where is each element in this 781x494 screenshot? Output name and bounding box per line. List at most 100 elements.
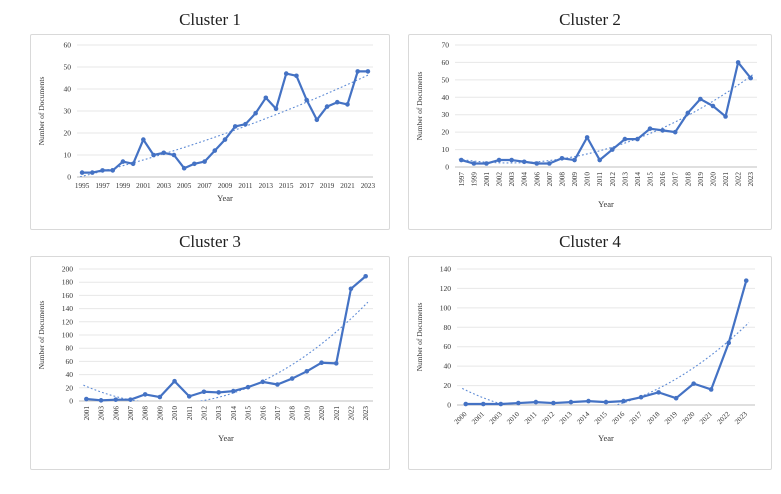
svg-text:40: 40 [444, 362, 452, 371]
x-axis-title: Year [598, 199, 614, 209]
trend-line [458, 73, 754, 164]
svg-text:2012: 2012 [200, 406, 208, 421]
chart-title: Cluster 2 [559, 10, 621, 29]
y-axis-title: Number of Documents [37, 77, 46, 146]
svg-text:2020: 2020 [681, 410, 697, 426]
svg-text:1995: 1995 [75, 182, 90, 190]
trend-line [462, 322, 750, 405]
svg-text:2015: 2015 [647, 172, 655, 187]
svg-text:2001: 2001 [483, 172, 491, 187]
svg-text:2018: 2018 [684, 172, 692, 187]
svg-text:10: 10 [64, 151, 72, 160]
x-axis-tick-labels: 1995 1997 1999 2001 2003 2005 2007 2009 2011 2013… [75, 182, 376, 190]
svg-text:2008: 2008 [142, 406, 150, 421]
svg-text:120: 120 [440, 284, 452, 293]
svg-text:2020: 2020 [709, 172, 717, 187]
svg-text:0: 0 [67, 173, 71, 182]
svg-text:2014: 2014 [230, 406, 238, 421]
svg-text:200: 200 [62, 265, 74, 274]
svg-text:80: 80 [444, 323, 452, 332]
data-line [460, 61, 752, 165]
svg-text:60: 60 [64, 41, 72, 50]
data-point-markers [458, 60, 754, 166]
svg-text:2018: 2018 [289, 406, 297, 421]
svg-text:2007: 2007 [197, 182, 212, 190]
svg-text:2006: 2006 [112, 406, 120, 421]
svg-text:2013: 2013 [558, 410, 574, 426]
svg-text:160: 160 [62, 291, 74, 300]
svg-text:40: 40 [442, 93, 450, 102]
gridlines [79, 268, 373, 389]
svg-text:50: 50 [442, 75, 450, 84]
svg-text:60: 60 [442, 58, 450, 67]
svg-text:2003: 2003 [98, 406, 106, 421]
svg-text:2014: 2014 [634, 172, 642, 187]
svg-text:2009: 2009 [571, 172, 579, 187]
svg-text:20: 20 [442, 128, 450, 137]
y-axis-tick-labels: 0 10 20 30 40 50 60 [64, 41, 72, 182]
svg-text:2017: 2017 [628, 410, 644, 426]
svg-text:2023: 2023 [733, 410, 749, 426]
gridlines [457, 268, 755, 387]
svg-text:30: 30 [442, 110, 450, 119]
svg-text:2017: 2017 [274, 406, 282, 421]
chart-panel-cluster-1: Cluster 1 0 10 20 30 40 50 60 1995 1997 1999 2001 2… [30, 8, 390, 230]
chart-title: Cluster 1 [179, 10, 241, 29]
svg-text:2003: 2003 [508, 172, 516, 187]
svg-text:2007: 2007 [127, 406, 135, 421]
y-axis-tick-labels: 0 20 40 60 80 100 120 140 160 180 200 [62, 265, 74, 406]
x-axis-tick-labels: 2001 2003 2006 2007 2008 2009 2010 2011 2012 2013… [83, 406, 370, 421]
x-axis-title: Year [598, 433, 614, 443]
svg-text:50: 50 [64, 63, 72, 72]
svg-text:2013: 2013 [259, 182, 274, 190]
svg-text:2006: 2006 [533, 172, 541, 187]
svg-text:10: 10 [442, 145, 450, 154]
y-axis-tick-labels: 0 10 20 30 40 50 60 70 [442, 41, 450, 172]
svg-text:2001: 2001 [470, 410, 486, 426]
svg-text:2002: 2002 [496, 172, 504, 187]
data-line [80, 70, 369, 174]
svg-text:0: 0 [447, 401, 451, 410]
svg-text:0: 0 [445, 163, 449, 172]
svg-text:2010: 2010 [584, 172, 592, 187]
svg-text:2019: 2019 [663, 410, 679, 426]
svg-text:2005: 2005 [177, 182, 192, 190]
svg-text:0: 0 [69, 397, 73, 406]
data-point-markers [79, 69, 371, 175]
svg-text:2021: 2021 [340, 182, 355, 190]
trend-line [83, 301, 369, 401]
svg-text:2012: 2012 [540, 410, 556, 426]
data-line [85, 275, 367, 402]
svg-text:2019: 2019 [320, 182, 335, 190]
svg-text:140: 140 [62, 304, 74, 313]
svg-text:140: 140 [440, 265, 452, 274]
x-axis-tick-labels: 2000 2001 2003 2010 2011 2012 2013 2014 2015 2016… [453, 410, 750, 426]
chart-title: Cluster 4 [559, 232, 621, 251]
svg-text:2020: 2020 [318, 406, 326, 421]
chart-plot-box: 0 10 20 30 40 50 60 1995 1997 1999 2001 2003 2005 200… [30, 34, 390, 230]
chart-plot-box: 0 20 40 60 80 100 120 140 2000 2001 2003 2010 2011 20… [408, 256, 772, 470]
x-axis-title: Year [217, 193, 233, 203]
svg-text:1997: 1997 [95, 182, 110, 190]
svg-text:2008: 2008 [558, 172, 566, 187]
svg-text:2023: 2023 [361, 182, 376, 190]
chart-panel-cluster-4: Cluster 4 0 20 40 60 80 100 120 140 2000 2001 2003… [408, 230, 772, 470]
y-axis-title: Number of Documents [37, 301, 46, 370]
svg-text:1999: 1999 [470, 172, 478, 187]
chart-plot-box: 0 10 20 30 40 50 60 70 1997 1999 2001 2002 2003 2004 2… [408, 34, 772, 230]
svg-text:70: 70 [442, 41, 450, 50]
svg-text:2021: 2021 [698, 410, 714, 426]
svg-text:2022: 2022 [735, 172, 743, 187]
svg-text:20: 20 [64, 129, 72, 138]
svg-text:1997: 1997 [458, 172, 466, 187]
svg-text:2001: 2001 [83, 406, 91, 421]
svg-text:2014: 2014 [575, 410, 591, 426]
svg-text:60: 60 [66, 357, 74, 366]
svg-text:100: 100 [440, 303, 452, 312]
svg-text:40: 40 [66, 370, 74, 379]
y-axis-tick-labels: 0 20 40 60 80 100 120 140 [440, 265, 452, 410]
svg-text:2010: 2010 [171, 406, 179, 421]
